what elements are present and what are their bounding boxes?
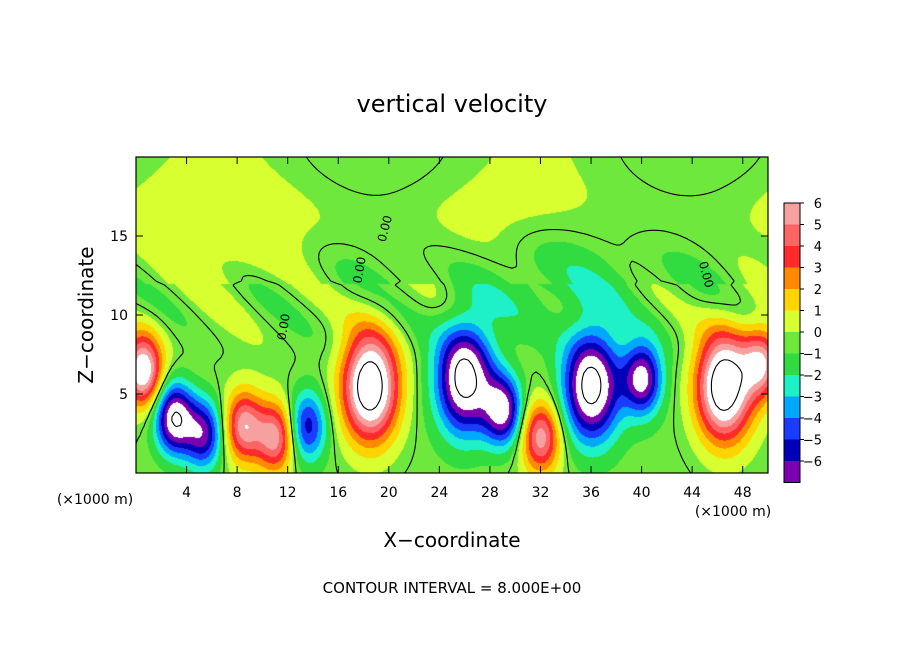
- colorbar-swatch: [784, 439, 800, 461]
- x-tick-label: 16: [329, 485, 347, 501]
- x-axis: 4 8 12 16 20 24 28 32 36 40 44 48: [182, 157, 752, 501]
- colorbar-label: −6: [803, 455, 822, 470]
- colorbar-swatch: [784, 396, 800, 418]
- colorbar-frame: [783, 202, 801, 483]
- colorbar-swatch: [784, 461, 800, 483]
- x-axis-label: X−coordinate: [383, 528, 520, 552]
- colorbar-swatch: [784, 310, 800, 332]
- x-tick-label: 4: [182, 485, 191, 501]
- x-tick-label: 24: [430, 485, 448, 501]
- colorbar-label: 1: [814, 305, 822, 320]
- x-tick-label: 40: [633, 485, 651, 501]
- contour-line: [357, 359, 743, 412]
- y-tick-label: 15: [110, 229, 128, 245]
- colorbar: 6 5 4 3 2 1 0 −1 −2 −3 −4 −5 −6: [783, 197, 822, 483]
- colorbar-swatch: [784, 375, 800, 397]
- colorbar-label: −1: [803, 348, 822, 363]
- colorbar-label: 4: [814, 240, 822, 255]
- y-tick-label: 5: [119, 387, 128, 403]
- negative-contour-line: [171, 358, 602, 428]
- chart-title: vertical velocity: [357, 90, 548, 118]
- colorbar-swatch: [784, 289, 800, 311]
- colorbar-label: 5: [814, 219, 822, 234]
- y-axis: 5 10 15: [110, 229, 768, 403]
- colorbar-label: 6: [814, 197, 822, 212]
- x-tick-label: 48: [734, 485, 752, 501]
- colorbar-swatch: [784, 353, 800, 375]
- y-tick-label: 10: [110, 308, 128, 324]
- colorbar-swatch: [784, 267, 800, 289]
- colorbar-swatch: [784, 246, 800, 268]
- colorbar-label: 3: [814, 262, 822, 277]
- colorbar-swatch: [784, 203, 800, 225]
- contour-label: 0.00: [275, 313, 293, 342]
- colorbar-swatch: [784, 224, 800, 246]
- colorbar-label: 0: [814, 326, 822, 341]
- y-axis-label: Z−coordinate: [74, 246, 98, 383]
- colorbar-label: −2: [803, 369, 822, 384]
- zero-contours: [136, 157, 761, 473]
- colorbar-swatch: [784, 332, 800, 354]
- x-unit-label-left: (×1000 m): [57, 492, 133, 508]
- x-tick-label: 44: [683, 485, 701, 501]
- contour-label: 0.00: [696, 260, 716, 289]
- contour-line: [136, 157, 761, 473]
- colorbar-label: −4: [803, 412, 822, 427]
- x-tick-label: 12: [279, 485, 297, 501]
- colorbar-swatch: [784, 418, 800, 440]
- x-tick-label: 36: [582, 485, 600, 501]
- x-tick-label: 28: [481, 485, 499, 501]
- contour-label: 0.00: [350, 256, 368, 285]
- x-tick-label: 8: [233, 485, 242, 501]
- colorbar-label: −3: [803, 391, 822, 406]
- contour-label: 0.00: [375, 214, 395, 243]
- x-unit-label-right: (×1000 m): [695, 504, 771, 520]
- x-tick-label: 20: [380, 485, 398, 501]
- colorbar-label: −5: [803, 434, 822, 449]
- contour-labels: 0.00 0.00 0.00 0.00: [275, 214, 717, 341]
- x-tick-label: 32: [532, 485, 550, 501]
- contour-interval-note: CONTOUR INTERVAL = 8.000E+00: [323, 579, 582, 597]
- colorbar-label: 2: [814, 283, 822, 298]
